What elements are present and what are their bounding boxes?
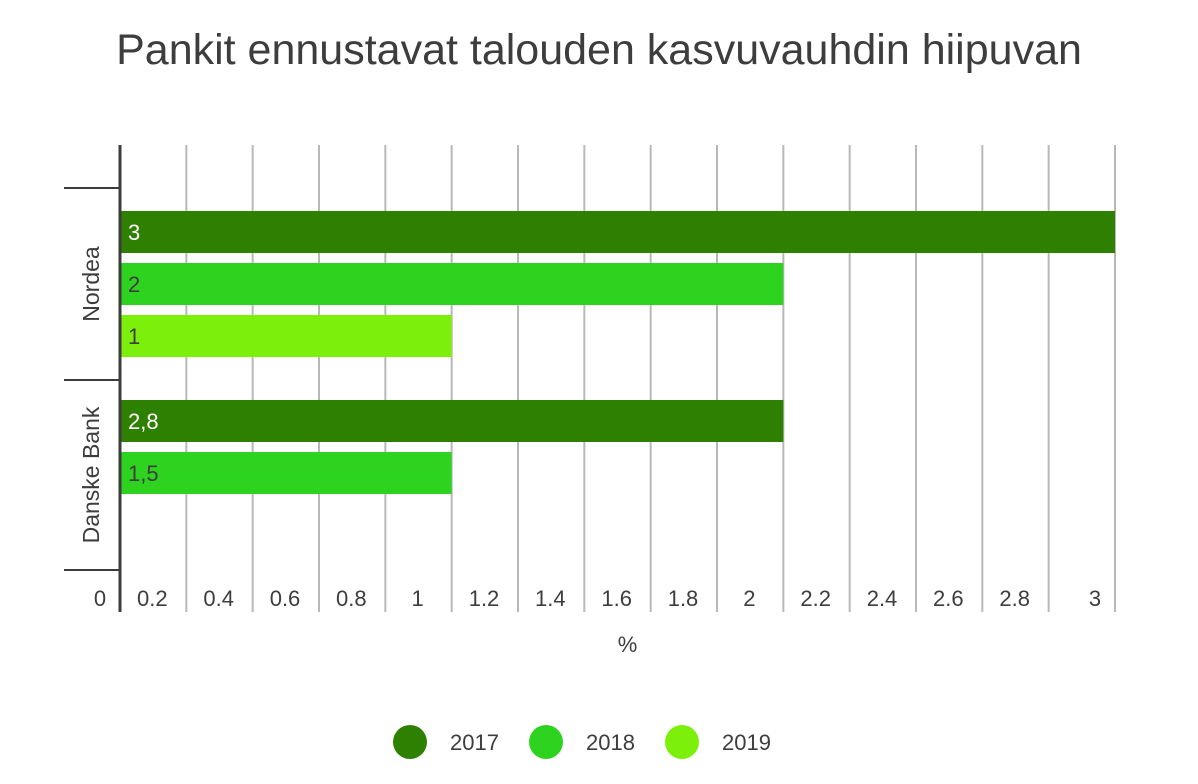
- legend-label: 2017: [450, 730, 499, 755]
- x-tick-label: 1.8: [668, 586, 699, 611]
- legend-swatch: [665, 725, 699, 759]
- legend-swatch: [529, 725, 563, 759]
- bar-danske-bank-2017: [120, 400, 784, 442]
- x-tick-label: 2: [743, 586, 755, 611]
- bar-data-label: 1: [128, 324, 140, 349]
- category-label: Danske Bank: [78, 406, 104, 543]
- x-axis-label: %: [618, 632, 638, 657]
- x-tick-label: 2.2: [800, 586, 831, 611]
- legend-item: 2019: [665, 725, 771, 759]
- legend-item: 2018: [529, 725, 635, 759]
- x-tick-label: 2.8: [999, 586, 1030, 611]
- legend-label: 2019: [722, 730, 771, 755]
- legend-item: 2017: [393, 725, 499, 759]
- x-tick-label: 3: [1089, 586, 1101, 611]
- x-tick-label: 2.4: [867, 586, 898, 611]
- bar-danske-bank-2018: [120, 452, 452, 494]
- bar-nordea-2018: [120, 263, 784, 305]
- x-tick-label: 0.2: [137, 586, 168, 611]
- x-tick-label: 0.6: [270, 586, 301, 611]
- bar-data-label: 3: [128, 220, 140, 245]
- bar-data-label: 2: [128, 272, 140, 297]
- bar-data-label: 1,5: [128, 461, 159, 486]
- category-label: Nordea: [78, 246, 104, 322]
- x-tick-label: 1.2: [469, 586, 500, 611]
- legend-swatch: [393, 725, 427, 759]
- bar-nordea-2017: [120, 211, 1115, 253]
- bar-data-label: 2,8: [128, 409, 159, 434]
- x-tick-label: 1.6: [601, 586, 632, 611]
- x-tick-label: 1: [412, 586, 424, 611]
- chart-title: Pankit ennustavat talouden kasvuvauhdin …: [116, 26, 1082, 74]
- legend-label: 2018: [586, 730, 635, 755]
- x-tick-label: 0.4: [203, 586, 234, 611]
- bar-nordea-2019: [120, 315, 452, 357]
- x-tick-label: 1.4: [535, 586, 566, 611]
- x-tick-label: 2.6: [933, 586, 964, 611]
- x-tick-label: 0.8: [336, 586, 367, 611]
- x-tick-label: 0: [94, 586, 106, 611]
